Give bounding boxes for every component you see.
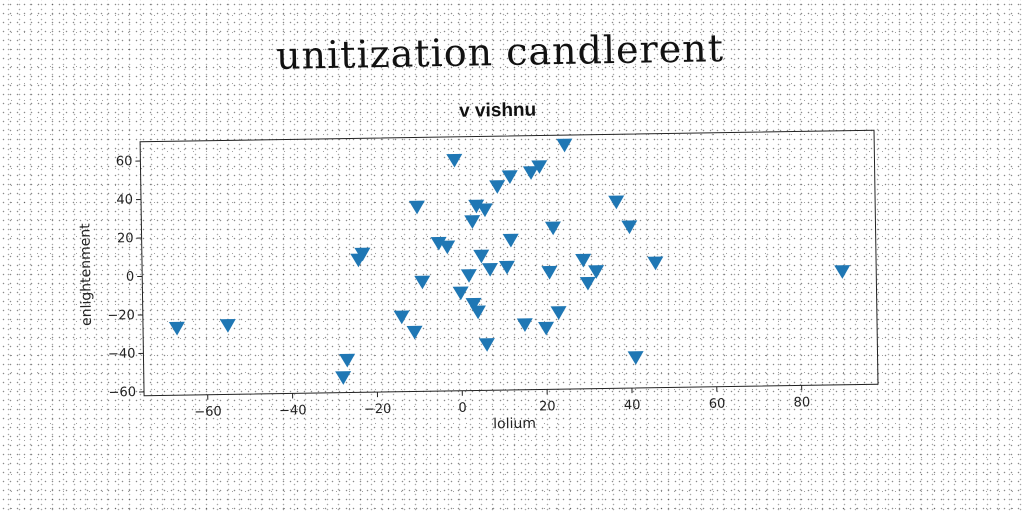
data-point xyxy=(406,325,423,340)
data-point xyxy=(531,160,548,174)
data-point xyxy=(339,353,356,368)
data-point xyxy=(541,265,558,280)
data-point xyxy=(516,318,533,332)
data-point xyxy=(478,338,495,352)
data-point xyxy=(834,265,851,279)
x-tick-label: 20 xyxy=(539,399,556,414)
data-point xyxy=(473,249,490,264)
data-point xyxy=(538,321,555,336)
data-point xyxy=(647,256,664,271)
y-axis: −60 −40 −20 0 20 40 60 xyxy=(107,154,145,400)
data-point xyxy=(556,138,573,153)
y-tick-label: 40 xyxy=(116,193,133,208)
y-tick-label: 20 xyxy=(117,231,134,246)
data-point xyxy=(627,351,644,365)
y-tick-label: −60 xyxy=(108,385,136,400)
x-tick-label: 60 xyxy=(709,397,726,412)
data-point xyxy=(408,200,425,215)
x-tick-label: 0 xyxy=(458,401,467,416)
data-point xyxy=(414,275,431,290)
data-point xyxy=(476,203,493,218)
data-point xyxy=(465,297,482,312)
data-point xyxy=(498,260,515,275)
x-tick-label: −40 xyxy=(279,403,307,418)
x-tick-label: −20 xyxy=(364,402,392,417)
data-point xyxy=(489,180,506,194)
data-point xyxy=(452,286,469,301)
data-point xyxy=(588,265,605,279)
y-tick-label: −40 xyxy=(108,347,136,362)
y-tick-label: 0 xyxy=(126,270,135,285)
data-point xyxy=(579,276,596,291)
data-point xyxy=(354,247,371,262)
data-point xyxy=(544,221,561,236)
chart-title: v vishnu xyxy=(459,100,536,122)
plot-frame xyxy=(139,129,879,397)
chart-area: v vishnu −60 −40 −20 0 20 40 60 80 −60 −40 −20 0 20… xyxy=(77,100,879,433)
data-point xyxy=(469,305,486,320)
data-point xyxy=(430,236,447,251)
data-point xyxy=(460,269,477,283)
data-point xyxy=(335,371,352,385)
data-point xyxy=(168,321,185,336)
x-tick-label: 40 xyxy=(624,398,641,413)
data-point xyxy=(550,306,567,320)
data-point xyxy=(522,166,539,180)
data-point xyxy=(219,319,236,333)
data-point xyxy=(502,233,519,248)
data-point xyxy=(464,215,481,229)
x-axis-label: lolium xyxy=(493,416,536,433)
data-point xyxy=(481,262,498,277)
data-point xyxy=(501,170,518,185)
y-tick-label: 60 xyxy=(116,154,133,169)
data-point xyxy=(446,153,463,168)
y-tick-label: −20 xyxy=(107,308,135,323)
data-point xyxy=(439,240,456,255)
data-points xyxy=(168,138,851,385)
y-axis-label: enlightenment xyxy=(77,223,95,326)
data-point xyxy=(393,310,410,325)
data-point xyxy=(468,199,485,214)
data-point xyxy=(608,195,625,210)
x-tick-label: 80 xyxy=(794,395,811,410)
x-tick-label: −60 xyxy=(194,405,222,420)
data-point xyxy=(575,253,592,268)
x-axis: −60 −40 −20 0 20 40 60 80 xyxy=(194,385,810,420)
data-point xyxy=(621,220,638,235)
